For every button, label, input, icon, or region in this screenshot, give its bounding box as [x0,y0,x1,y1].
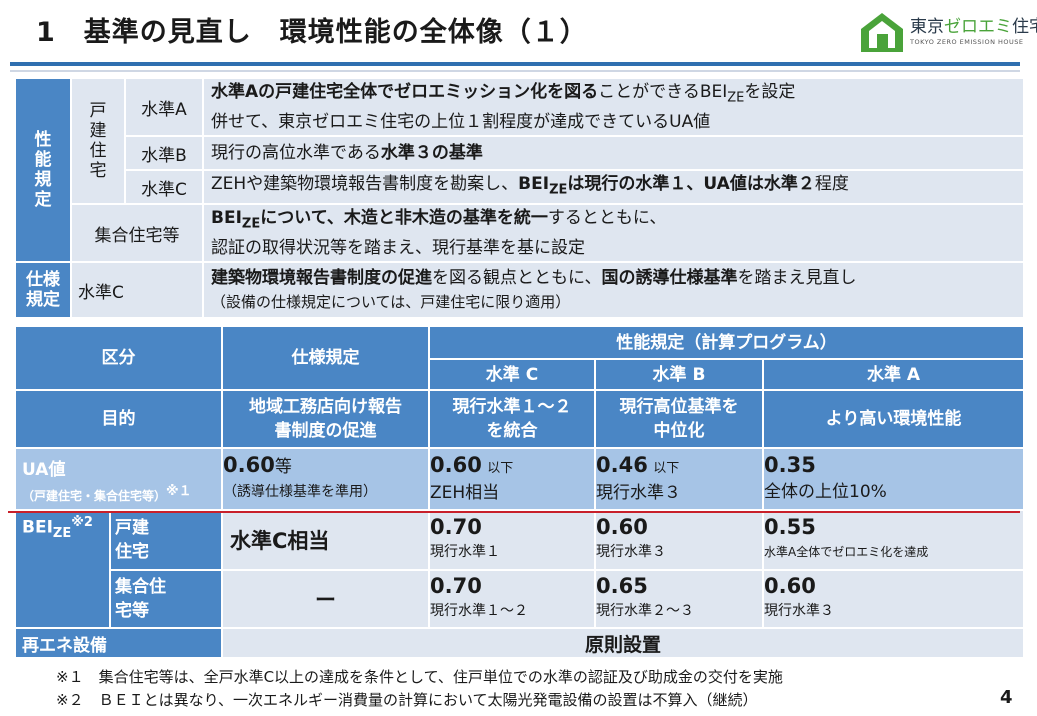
spec-level-label: 水準C [70,261,204,319]
renew-value: 原則設置 [221,627,1025,659]
header-kubun: 区分 [14,325,223,391]
bei-multi-label: 集合住宅等 [109,569,223,629]
purpose-level-c: 現行水準１～２を統合 [428,389,596,449]
purpose-label: 目的 [14,389,223,449]
footnote-2: ※２ ＢＥＩとは異なり、一次エネルギー消費量の計算において太陽光発電設備の設置は… [56,691,758,709]
header-level-a: 水準 A [762,358,1025,391]
bei-label: BEIZE※2 [14,509,111,629]
spec-description: 建築物環境報告書制度の促進を図る観点とともに、国の誘導仕様基準を踏まえ見直し （… [202,261,1025,319]
header-perf: 性能規定（計算プログラム） [428,325,1025,360]
page-number: 4 [1000,687,1013,708]
renew-label: 再エネ設備 [14,627,223,659]
bei-detached-spec: 水準C相当 [221,509,430,571]
bei-multi-level-c: 0.70 現行水準１～２ [428,569,596,629]
performance-standards-table: 性能規定 戸建住宅 水準A 水準Aの戸建住宅全体でゼロエミッション化を図ることが… [14,77,1025,319]
ua-level-a-value: 0.35 全体の上位10% [762,447,1025,511]
perf-side-label: 性能規定 [14,77,72,263]
standards-summary-table: 区分 仕様規定 性能規定（計算プログラム） 水準 C 水準 B 水準 A 目的 … [14,325,1025,659]
level-a-label: 水準A [124,77,204,137]
header-spec: 仕様規定 [221,325,430,391]
header-level-b: 水準 B [594,358,764,391]
title-underline-light [10,70,1020,72]
ua-label: UA値 （戸建住宅・集合住宅等）※１ [14,447,223,511]
header-level-c: 水準 C [428,358,596,391]
ua-level-c-value: 0.60 以下 ZEH相当 [428,447,596,511]
ua-level-b-value: 0.46 以下 現行水準３ [594,447,764,511]
highlight-red-line [8,511,1020,513]
detached-label: 戸建住宅 [70,77,126,205]
logo-subtitle: TOKYO ZERO EMISSION HOUSE [910,38,1024,46]
level-b-description: 現行の高位水準である水準３の基準 [202,135,1025,171]
title-underline [10,62,1020,66]
tokyo-zero-emission-logo: 東京ゼロエミ住宅 TOKYO ZERO EMISSION HOUSE [858,10,1037,54]
spec-side-label: 仕様規定 [14,261,72,319]
purpose-level-b: 現行高位基準を中位化 [594,389,764,449]
bei-multi-level-a: 0.60 現行水準３ [762,569,1025,629]
level-b-label: 水準B [124,135,204,171]
bei-detached-level-a: 0.55 水準A全体でゼロエミ化を達成 [762,509,1025,571]
bei-multi-spec: ー [221,569,430,629]
bei-detached-label: 戸建住宅 [109,509,223,571]
multi-unit-label: 集合住宅等 [70,203,204,263]
house-logo-icon [861,13,903,52]
purpose-level-a: より高い環境性能 [762,389,1025,449]
footnote-1: ※１ 集合住宅等は、全戸水準C以上の達成を条件として、住戸単位での水準の認証及び… [56,668,783,686]
page-title: 1 基準の見直し 環境性能の全体像（１） [36,17,588,48]
level-a-description: 水準Aの戸建住宅全体でゼロエミッション化を図ることができるBEIZEを設定 併せ… [202,77,1025,137]
ua-spec-value: 0.60等 （誘導仕様基準を準用） [221,447,430,511]
purpose-spec: 地域工務店向け報告書制度の促進 [221,389,430,449]
level-c-label: 水準C [124,169,204,205]
multi-unit-description: BEIZEについて、木造と非木造の基準を統一するとともに、 認証の取得状況等を踏… [202,203,1025,263]
logo-text: 東京ゼロエミ住宅 [910,17,1037,37]
bei-detached-level-c: 0.70 現行水準１ [428,509,596,571]
bei-detached-level-b: 0.60 現行水準３ [594,509,764,571]
bei-multi-level-b: 0.65 現行水準２～３ [594,569,764,629]
level-c-description: ZEHや建築物環境報告書制度を勘案し、BEIZEは現行の水準１、UA値は水準２程… [202,169,1025,205]
